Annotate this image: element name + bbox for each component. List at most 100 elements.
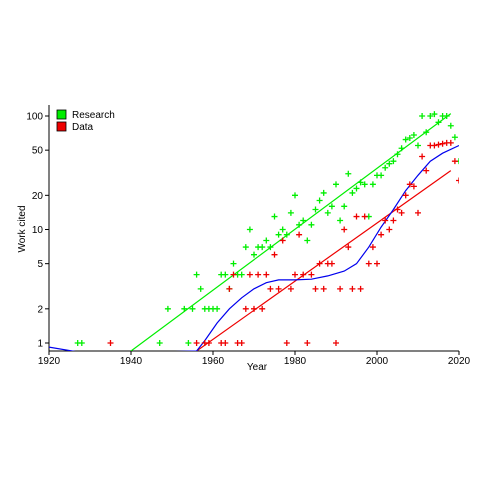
series-data [107,139,459,346]
fit-line-research [130,113,452,351]
point-research [390,158,397,165]
point-research [222,271,229,278]
point-data [275,285,282,292]
point-data [341,226,348,233]
point-research [415,142,421,149]
point-data [382,217,389,224]
point-research [423,129,430,136]
x-tick-label: 2020 [448,356,471,367]
point-data [349,285,356,292]
point-data [365,260,372,267]
y-axis-label: Work cited [17,205,28,252]
point-research [275,231,282,238]
point-research [304,237,311,244]
point-research [164,305,171,312]
point-research [197,285,204,292]
point-research [394,151,401,158]
plot-area: 1920 1940 1960 1980 2000 2020 1 2 5 10 20 50 100 [26,105,471,367]
x-tick-label: 1960 [202,356,225,367]
point-data [447,139,454,146]
point-data [193,339,200,346]
point-research [156,339,163,346]
point-research [263,237,270,244]
legend-swatch-data [56,121,67,132]
point-research [398,145,405,152]
point-research [443,112,450,119]
x-tick-label: 2000 [366,356,389,367]
x-axis-label: Year [247,362,268,373]
point-research [460,340,466,346]
point-data [406,181,413,188]
point-data [386,226,393,233]
point-data [296,231,303,238]
point-data [353,213,360,220]
y-tick-label: 2 [37,304,43,315]
point-research [320,189,327,196]
point-data [369,244,376,251]
point-research [189,305,196,312]
point-research [353,185,360,192]
point-research [333,181,339,188]
point-data [435,141,442,148]
point-research [386,160,393,167]
point-research [181,305,188,312]
x-tick-label: 1920 [38,356,61,367]
point-research [410,132,417,139]
point-research [419,112,426,119]
smooth-curve [49,144,459,351]
point-data [390,217,397,224]
point-data [419,153,426,160]
point-research [451,134,458,141]
point-data [246,271,253,278]
point-research [406,134,413,141]
point-research [345,170,352,177]
point-data [283,339,290,346]
point-research [308,221,315,228]
point-data [337,285,344,292]
point-data [222,339,229,346]
point-data [357,285,364,292]
point-research [230,260,237,267]
point-data [431,142,438,149]
point-data [205,339,212,346]
legend-label-data: Data [72,122,94,133]
point-research [251,251,257,258]
point-research [259,244,266,251]
point-data [439,140,446,147]
y-tick-label: 50 [32,146,44,157]
point-data [320,285,327,292]
point-data [271,251,278,258]
point-research [324,209,331,216]
point-research [341,203,348,210]
y-tick-label: 20 [32,191,44,202]
point-data [107,339,114,346]
point-research [435,119,442,126]
plot-content [49,111,466,351]
point-data [279,237,286,244]
point-data [304,339,311,346]
point-research [185,339,192,346]
point-data [374,260,380,267]
point-data [394,206,401,213]
legend-label-research: Research [72,110,115,121]
fit-line-data [196,170,452,351]
legend-swatch-research [56,109,67,120]
point-research [316,197,323,204]
point-research [283,231,290,238]
point-data [238,339,245,346]
point-data [345,244,352,251]
point-data [259,305,266,312]
point-data [328,260,335,267]
point-data [456,177,459,184]
point-data [402,192,409,199]
point-research [193,271,200,278]
series-research [74,111,466,346]
point-data [242,305,249,312]
point-data [251,305,257,312]
point-data [300,271,307,278]
legend: Research Data [56,109,115,133]
point-data [451,158,458,165]
point-data [361,213,368,220]
y-tick-label: 1 [37,338,43,349]
